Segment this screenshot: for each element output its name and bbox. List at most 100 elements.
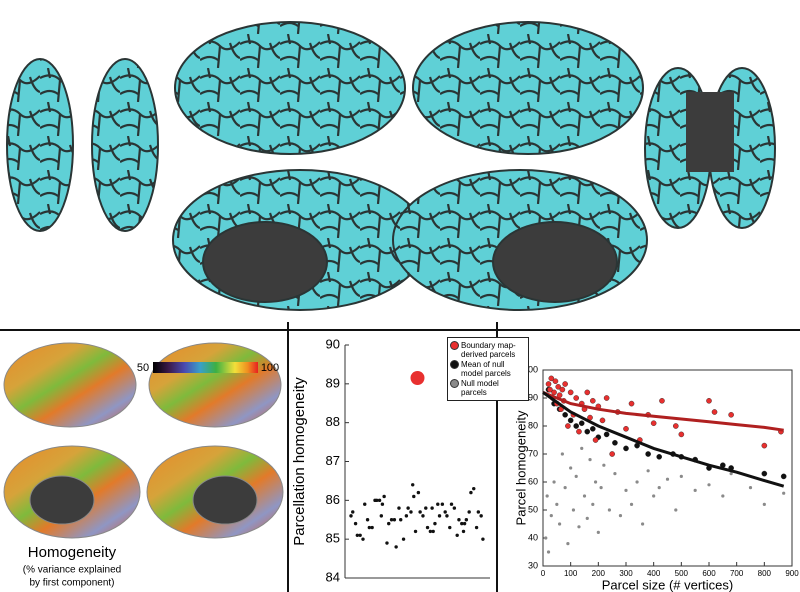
data-point (428, 529, 433, 534)
legend-item: Boundary map-derived parcels (450, 341, 526, 359)
data-point (582, 494, 587, 498)
data-point (394, 545, 398, 549)
y-axis-label: Parcel homogeneity (513, 410, 528, 525)
x-tick-label: 200 (592, 569, 606, 578)
y-axis-label: Parcellation homogeneity (291, 377, 308, 546)
fit-line (542, 391, 784, 432)
data-point (573, 395, 580, 401)
data-point (457, 518, 461, 522)
data-point (406, 506, 410, 510)
data-point (596, 530, 600, 535)
y-tick-label: 100 (523, 364, 538, 374)
data-point (628, 400, 635, 407)
data-point (590, 397, 596, 404)
y-tick-label: 89 (326, 375, 340, 390)
data-point (404, 514, 409, 518)
x-tick-label: 500 (675, 569, 689, 578)
x-tick-label: 700 (730, 569, 744, 578)
data-point (555, 383, 562, 390)
data-point (452, 506, 457, 510)
data-point (437, 514, 442, 518)
data-point (549, 514, 553, 518)
colorbar-max: 100 (261, 362, 279, 374)
data-point (559, 386, 566, 393)
data-point (545, 494, 549, 498)
data-point (567, 417, 574, 424)
y-tick-label: 88 (326, 414, 340, 429)
data-point (629, 502, 634, 506)
y-tick-label: 90 (326, 336, 340, 351)
data-point (433, 521, 437, 526)
data-point (656, 453, 663, 460)
data-point (460, 521, 464, 526)
data-point (547, 386, 553, 393)
homogeneity-brains (3, 342, 284, 539)
data-point (591, 502, 595, 506)
data-point (567, 389, 574, 396)
data-point (421, 514, 425, 518)
data-point (474, 525, 479, 530)
data-point (728, 411, 734, 418)
data-point (578, 420, 585, 427)
data-point (548, 375, 555, 382)
x-tick-label: 600 (702, 569, 716, 578)
data-point (411, 483, 415, 487)
data-point (472, 486, 476, 491)
data-point (464, 518, 469, 522)
y-tick-label: 40 (528, 532, 538, 542)
data-point (461, 529, 466, 534)
x-tick-label: 900 (785, 569, 799, 578)
panel-title: Homogeneity (28, 544, 117, 561)
data-point (618, 514, 623, 518)
data-point (479, 514, 483, 518)
data-point (445, 514, 449, 518)
data-point (399, 518, 403, 522)
legend-item: Null model parcels (450, 379, 526, 397)
data-point (351, 510, 355, 514)
data-point (551, 389, 557, 396)
data-point (612, 439, 618, 446)
x-tick-label: 400 (647, 569, 661, 578)
data-point (588, 458, 592, 462)
data-point (455, 533, 459, 537)
data-point (652, 494, 656, 498)
data-point (665, 477, 670, 481)
data-point (416, 490, 421, 495)
data-point (380, 502, 385, 506)
data-point (370, 525, 374, 530)
x-tick-label: 100 (564, 569, 578, 578)
data-point (573, 423, 580, 429)
y-tick-label: 85 (326, 531, 340, 546)
data-point (657, 486, 661, 490)
data-point (584, 428, 591, 435)
data-point (569, 466, 573, 470)
data-point (349, 514, 353, 518)
data-point (363, 502, 367, 506)
legend: Boundary map-derived parcels Mean of null… (447, 337, 529, 401)
data-point (355, 533, 360, 537)
data-point (574, 474, 578, 478)
data-point (576, 428, 582, 435)
data-point (431, 529, 435, 534)
data-point (645, 451, 651, 457)
data-point (748, 486, 753, 490)
fit-line (542, 391, 785, 488)
y-tick-label: 86 (326, 492, 340, 507)
data-point (571, 508, 576, 512)
data-point (412, 494, 416, 499)
y-tick-label: 80 (528, 420, 538, 430)
data-point (546, 550, 551, 554)
y-tick-label: 90 (528, 392, 538, 402)
colorbar-min: 50 (137, 362, 149, 374)
data-point (562, 381, 568, 387)
data-point (365, 518, 370, 522)
data-point (762, 502, 766, 506)
data-point (590, 425, 596, 432)
data-point (562, 411, 568, 418)
data-point (646, 469, 650, 473)
data-point (545, 381, 552, 387)
data-point (544, 536, 548, 540)
data-point (379, 514, 384, 518)
data-point (375, 498, 379, 503)
